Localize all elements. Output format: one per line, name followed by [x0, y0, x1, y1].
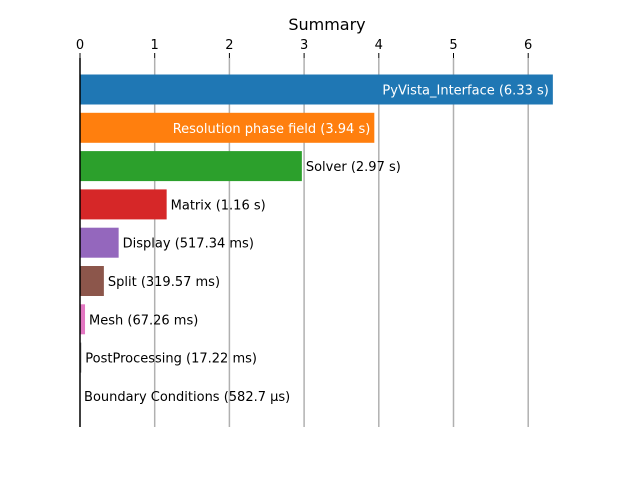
x-tick-label: 5 [449, 38, 457, 53]
x-tick-label: 3 [300, 38, 308, 53]
bar [80, 227, 119, 258]
bar [80, 74, 553, 105]
bar [80, 304, 86, 335]
bar [80, 189, 167, 220]
bar-label: Matrix (1.16 s) [171, 198, 266, 213]
bar-label: Display (517.34 ms) [123, 237, 254, 252]
x-tick-label: 0 [76, 38, 84, 53]
bars [80, 74, 553, 411]
bar [80, 112, 375, 143]
x-tick-label: 2 [225, 38, 233, 53]
bar-label: Boundary Conditions (582.7 µs) [84, 390, 290, 405]
x-tick-label: 1 [151, 38, 159, 53]
bar-label: Resolution phase field (3.94 s) [173, 122, 371, 137]
chart-title: Summary [288, 15, 365, 34]
x-axis-ticks: 0 1 2 3 4 5 6 [76, 38, 532, 58]
x-tick-label: 6 [524, 38, 532, 53]
bar [80, 266, 104, 296]
x-tick-label: 4 [375, 38, 383, 53]
bar-label: Split (319.57 ms) [108, 275, 220, 290]
bar-label: Mesh (67.26 ms) [89, 313, 198, 328]
bar-label: PostProcessing (17.22 ms) [85, 352, 257, 367]
bar [80, 151, 302, 182]
bar-label: PyVista_Interface (6.33 s) [382, 84, 548, 99]
bar-labels: PyVista_Interface (6.33 s) Resolution pha… [84, 84, 549, 405]
bar-label: Solver (2.97 s) [306, 160, 401, 175]
